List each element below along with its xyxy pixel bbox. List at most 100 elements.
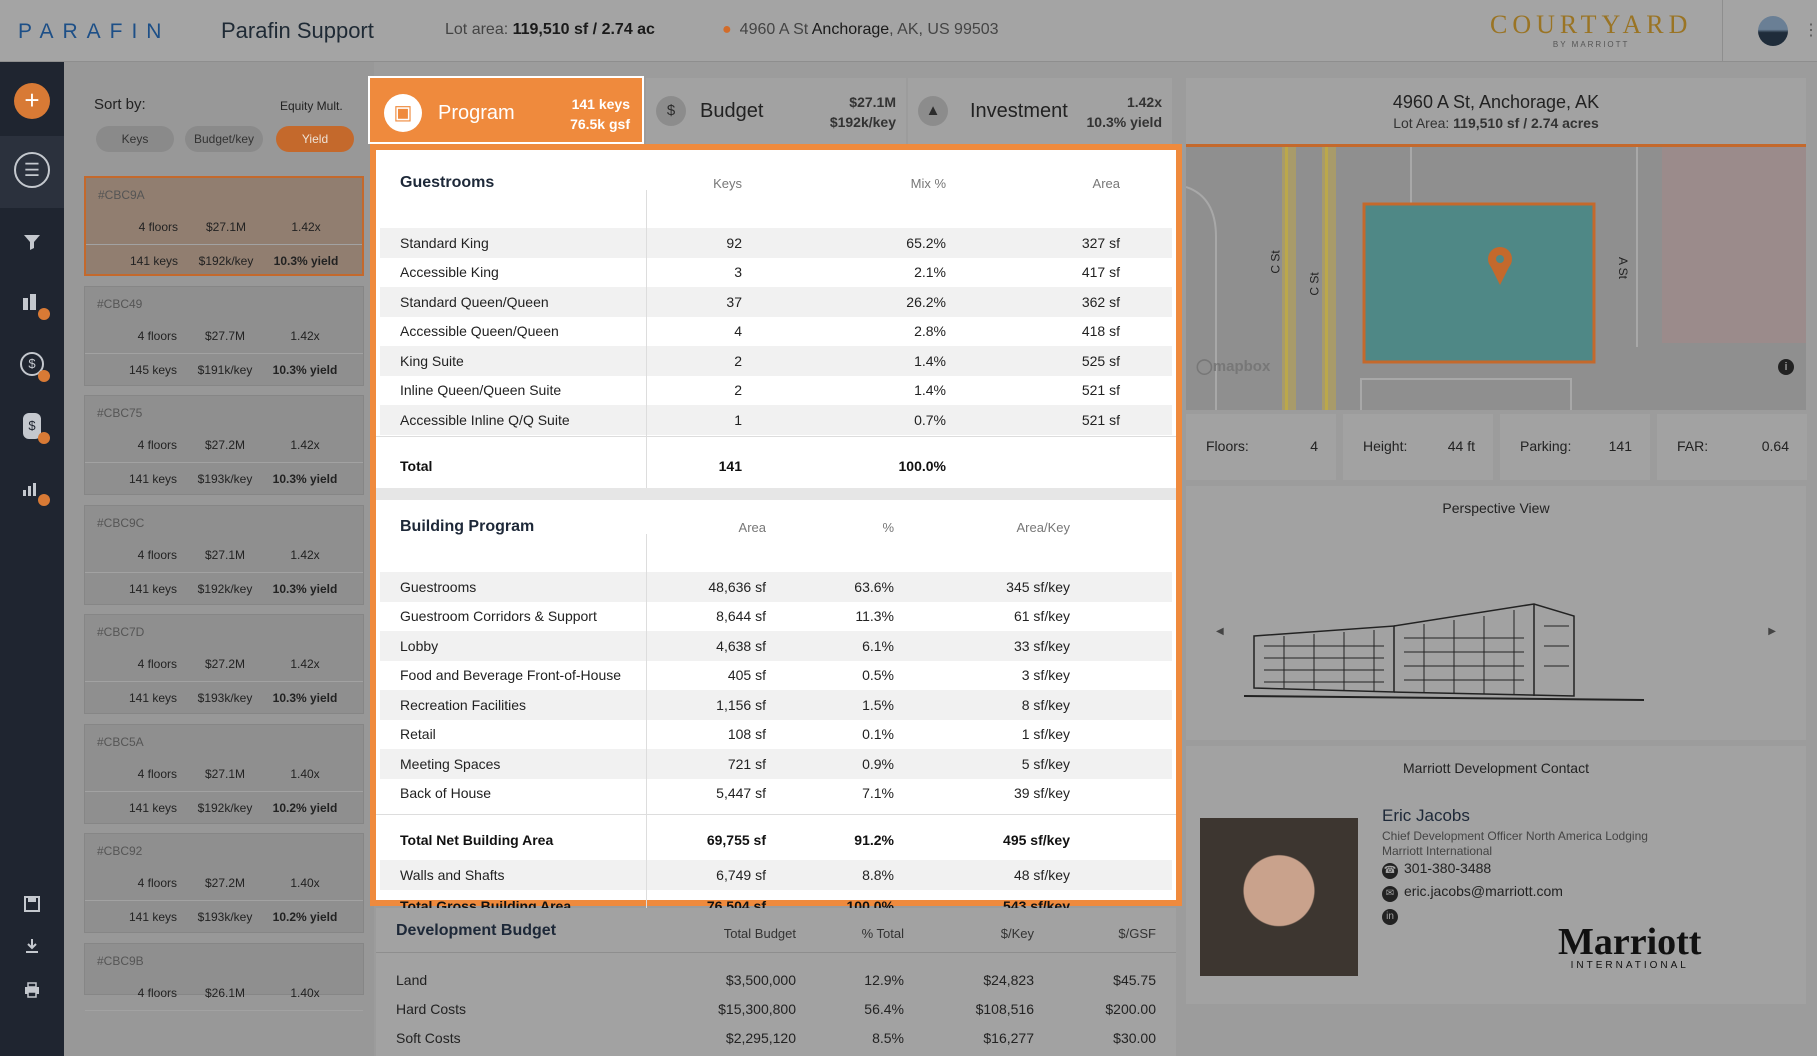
gear-icon [38, 308, 50, 320]
tab-program[interactable]: ▣ Program 141 keys 76.5k gsf [368, 76, 644, 144]
scenario-card[interactable]: #CBC75 4 floors $27.2M 1.42x 141 keys $193k/k… [84, 395, 364, 495]
site-map[interactable]: C St C St A St ◯mapbox i [1186, 144, 1806, 410]
contact-email[interactable]: ✉ eric.jacobs@marriott.com [1382, 883, 1563, 902]
divider [376, 436, 1176, 437]
dev-budget-cell: $16,277 [983, 1030, 1034, 1046]
building-cell: 1 sf/key [1021, 726, 1070, 743]
building-cell: 5,447 sf [716, 785, 766, 802]
building-row: Recreation Facilities 1,156 sf 1.5% 8 sf/ke… [380, 690, 1172, 720]
sort-yield-button[interactable]: Yield [276, 126, 354, 152]
walls-area-key: 48 sf/key [1013, 867, 1070, 883]
parafin-logo[interactable]: PARAFIN [18, 20, 171, 43]
net-area-row: Total Net Building Area 69,755 sf 91.2% … [380, 820, 1172, 860]
scenario-yield: 10.2% yield [272, 800, 338, 815]
dev-budget-cell: $15,300,800 [718, 1001, 796, 1017]
info-icon[interactable]: i [1778, 359, 1794, 375]
marriott-logo: Marriott INTERNATIONAL [1558, 920, 1701, 971]
scenario-id: #CBC9B [97, 953, 144, 968]
scenario-card[interactable]: #CBC7D 4 floors $27.2M 1.42x 141 keys $193k/k… [84, 614, 364, 714]
building-cell: Guestroom Corridors & Support [400, 608, 597, 625]
more-menu-icon[interactable]: ⋮ [1803, 22, 1817, 39]
net-pct: 91.2% [854, 832, 894, 848]
site-stat-value: 44 ft [1447, 438, 1475, 454]
top-bar [0, 0, 1817, 62]
dev-budget-cell: $3,500,000 [725, 972, 796, 988]
save-icon[interactable] [12, 884, 52, 924]
scenario-card[interactable]: #CBC49 4 floors $27.7M 1.42x 145 keys $191k/k… [84, 285, 364, 386]
phone-icon: ☎ [1382, 863, 1398, 879]
user-avatar[interactable] [1758, 16, 1788, 46]
guestroom-cell: 2 [734, 352, 742, 369]
card-divider [85, 1009, 363, 1011]
site-stats: Floors: 4 Height: 44 ft Parking: 141 FAR: 0.64 [1186, 414, 1807, 480]
column-divider [646, 534, 647, 922]
next-arrow-icon[interactable]: ▶ [1768, 626, 1776, 637]
print-icon[interactable] [12, 970, 52, 1010]
investment-settings-icon[interactable] [12, 468, 52, 508]
guestrooms-spacer [380, 206, 1172, 228]
building-icon: ▣ [384, 94, 422, 132]
add-icon[interactable]: + [14, 83, 50, 119]
scenario-mult: 1.40x [290, 766, 320, 781]
dev-budget-row: Hard Costs $15,300,800 56.4% $108,516 $200.0… [376, 995, 1176, 1023]
guestroom-row: Accessible Inline Q/Q Suite 1 0.7% 521 sf [380, 405, 1172, 435]
contact-phone[interactable]: ☎ 301-380-3488 [1382, 860, 1491, 879]
scenario-card[interactable]: #CBC9B 4 floors $26.1M 1.40x [84, 942, 364, 1011]
tab-investment[interactable]: ▲ Investment 1.42x 10.3% yield [908, 78, 1172, 144]
scenario-id: #CBC92 [97, 844, 143, 858]
budget-settings-icon[interactable]: $ [12, 344, 52, 384]
street-label: C St [1268, 250, 1283, 274]
funding-settings-icon[interactable]: $ [12, 406, 52, 446]
scenario-budget: $26.1M [204, 985, 246, 1000]
total-label: Total [400, 458, 433, 474]
scenario-card[interactable]: #CBC5A 4 floors $27.1M 1.40x 141 keys $192k/k… [84, 723, 364, 824]
scenario-row-1: 4 floors $27.1M 1.40x [85, 767, 363, 781]
building-cell: 39 sf/key [1013, 785, 1070, 802]
building-cell: 345 sf/key [1006, 578, 1070, 595]
scenario-card[interactable]: #CBC9A 4 floors $27.1M 1.42x 141 keys $192k/k… [84, 176, 364, 276]
tab-budget[interactable]: $ Budget $27.1M $192k/key [646, 78, 906, 144]
guestroom-cell: Accessible Inline Q/Q Suite [400, 411, 570, 428]
site-stat: Floors: 4 [1186, 414, 1336, 480]
scenario-budget: $27.1M [204, 547, 246, 562]
walls-area: 6,749 sf [716, 867, 766, 883]
brand-sub: BY MARRIOTT [1552, 40, 1630, 49]
site-address: 4960 A St, Anchorage, AK [1392, 92, 1600, 112]
net-area: 69,755 sf [706, 832, 766, 848]
tab-program-metrics: 141 keys 76.5k gsf [570, 94, 630, 134]
scenario-budget: $27.1M [204, 766, 246, 781]
building-cell: Recreation Facilities [400, 696, 527, 713]
dev-budget-cell: $45.75 [1113, 972, 1156, 988]
building-settings-icon[interactable] [12, 282, 52, 322]
prev-arrow-icon[interactable]: ◀ [1216, 626, 1224, 637]
building-cell: Retail [400, 726, 436, 743]
download-icon[interactable] [12, 926, 52, 966]
site-lot-area: Lot Area: 119,510 sf / 2.74 acres [1186, 115, 1806, 131]
contact-title: Marriott Development Contact [1403, 760, 1589, 776]
scenario-row-1: 4 floors $27.2M 1.42x [85, 438, 363, 452]
sort-keys-button[interactable]: Keys [96, 126, 174, 152]
scenario-id: #CBC9A [98, 188, 145, 202]
scenario-card[interactable]: #CBC9C 4 floors $27.1M 1.42x 141 keys $192k/k… [84, 504, 364, 605]
gear-icon [38, 370, 50, 382]
net-label: Total Net Building Area [400, 832, 554, 848]
divider [376, 952, 1176, 953]
scenario-keys: 141 keys [129, 254, 178, 268]
mapbox-icon: ◯ [1196, 358, 1213, 375]
building-sketch [1244, 603, 1644, 701]
building-rows: Guestrooms 48,636 sf 63.6% 345 sf/key Guestr… [380, 572, 1172, 808]
scenario-row-2: 145 keys $191k/key 10.3% yield [85, 363, 363, 377]
dev-budget-cell: 56.4% [864, 1001, 904, 1017]
list-icon[interactable]: ☰ [14, 152, 50, 188]
scenario-keys: 141 keys [128, 581, 177, 596]
site-stat: Parking: 141 [1500, 414, 1650, 480]
perspective-panel: Perspective View ◀ ▶ [1186, 486, 1806, 740]
guestroom-cell: 521 sf [1081, 382, 1120, 399]
scenario-per-key: $193k/key [197, 910, 253, 924]
scenario-card[interactable]: #CBC92 4 floors $27.2M 1.40x 141 keys $193k/k… [84, 833, 364, 933]
filter-icon[interactable] [12, 222, 52, 262]
sort-budget-key-button[interactable]: Budget/key [185, 126, 263, 152]
linkedin-link[interactable]: in [1382, 906, 1404, 925]
mapbox-logo[interactable]: ◯mapbox [1196, 357, 1270, 375]
lot-area-label: Lot area: [445, 21, 509, 38]
